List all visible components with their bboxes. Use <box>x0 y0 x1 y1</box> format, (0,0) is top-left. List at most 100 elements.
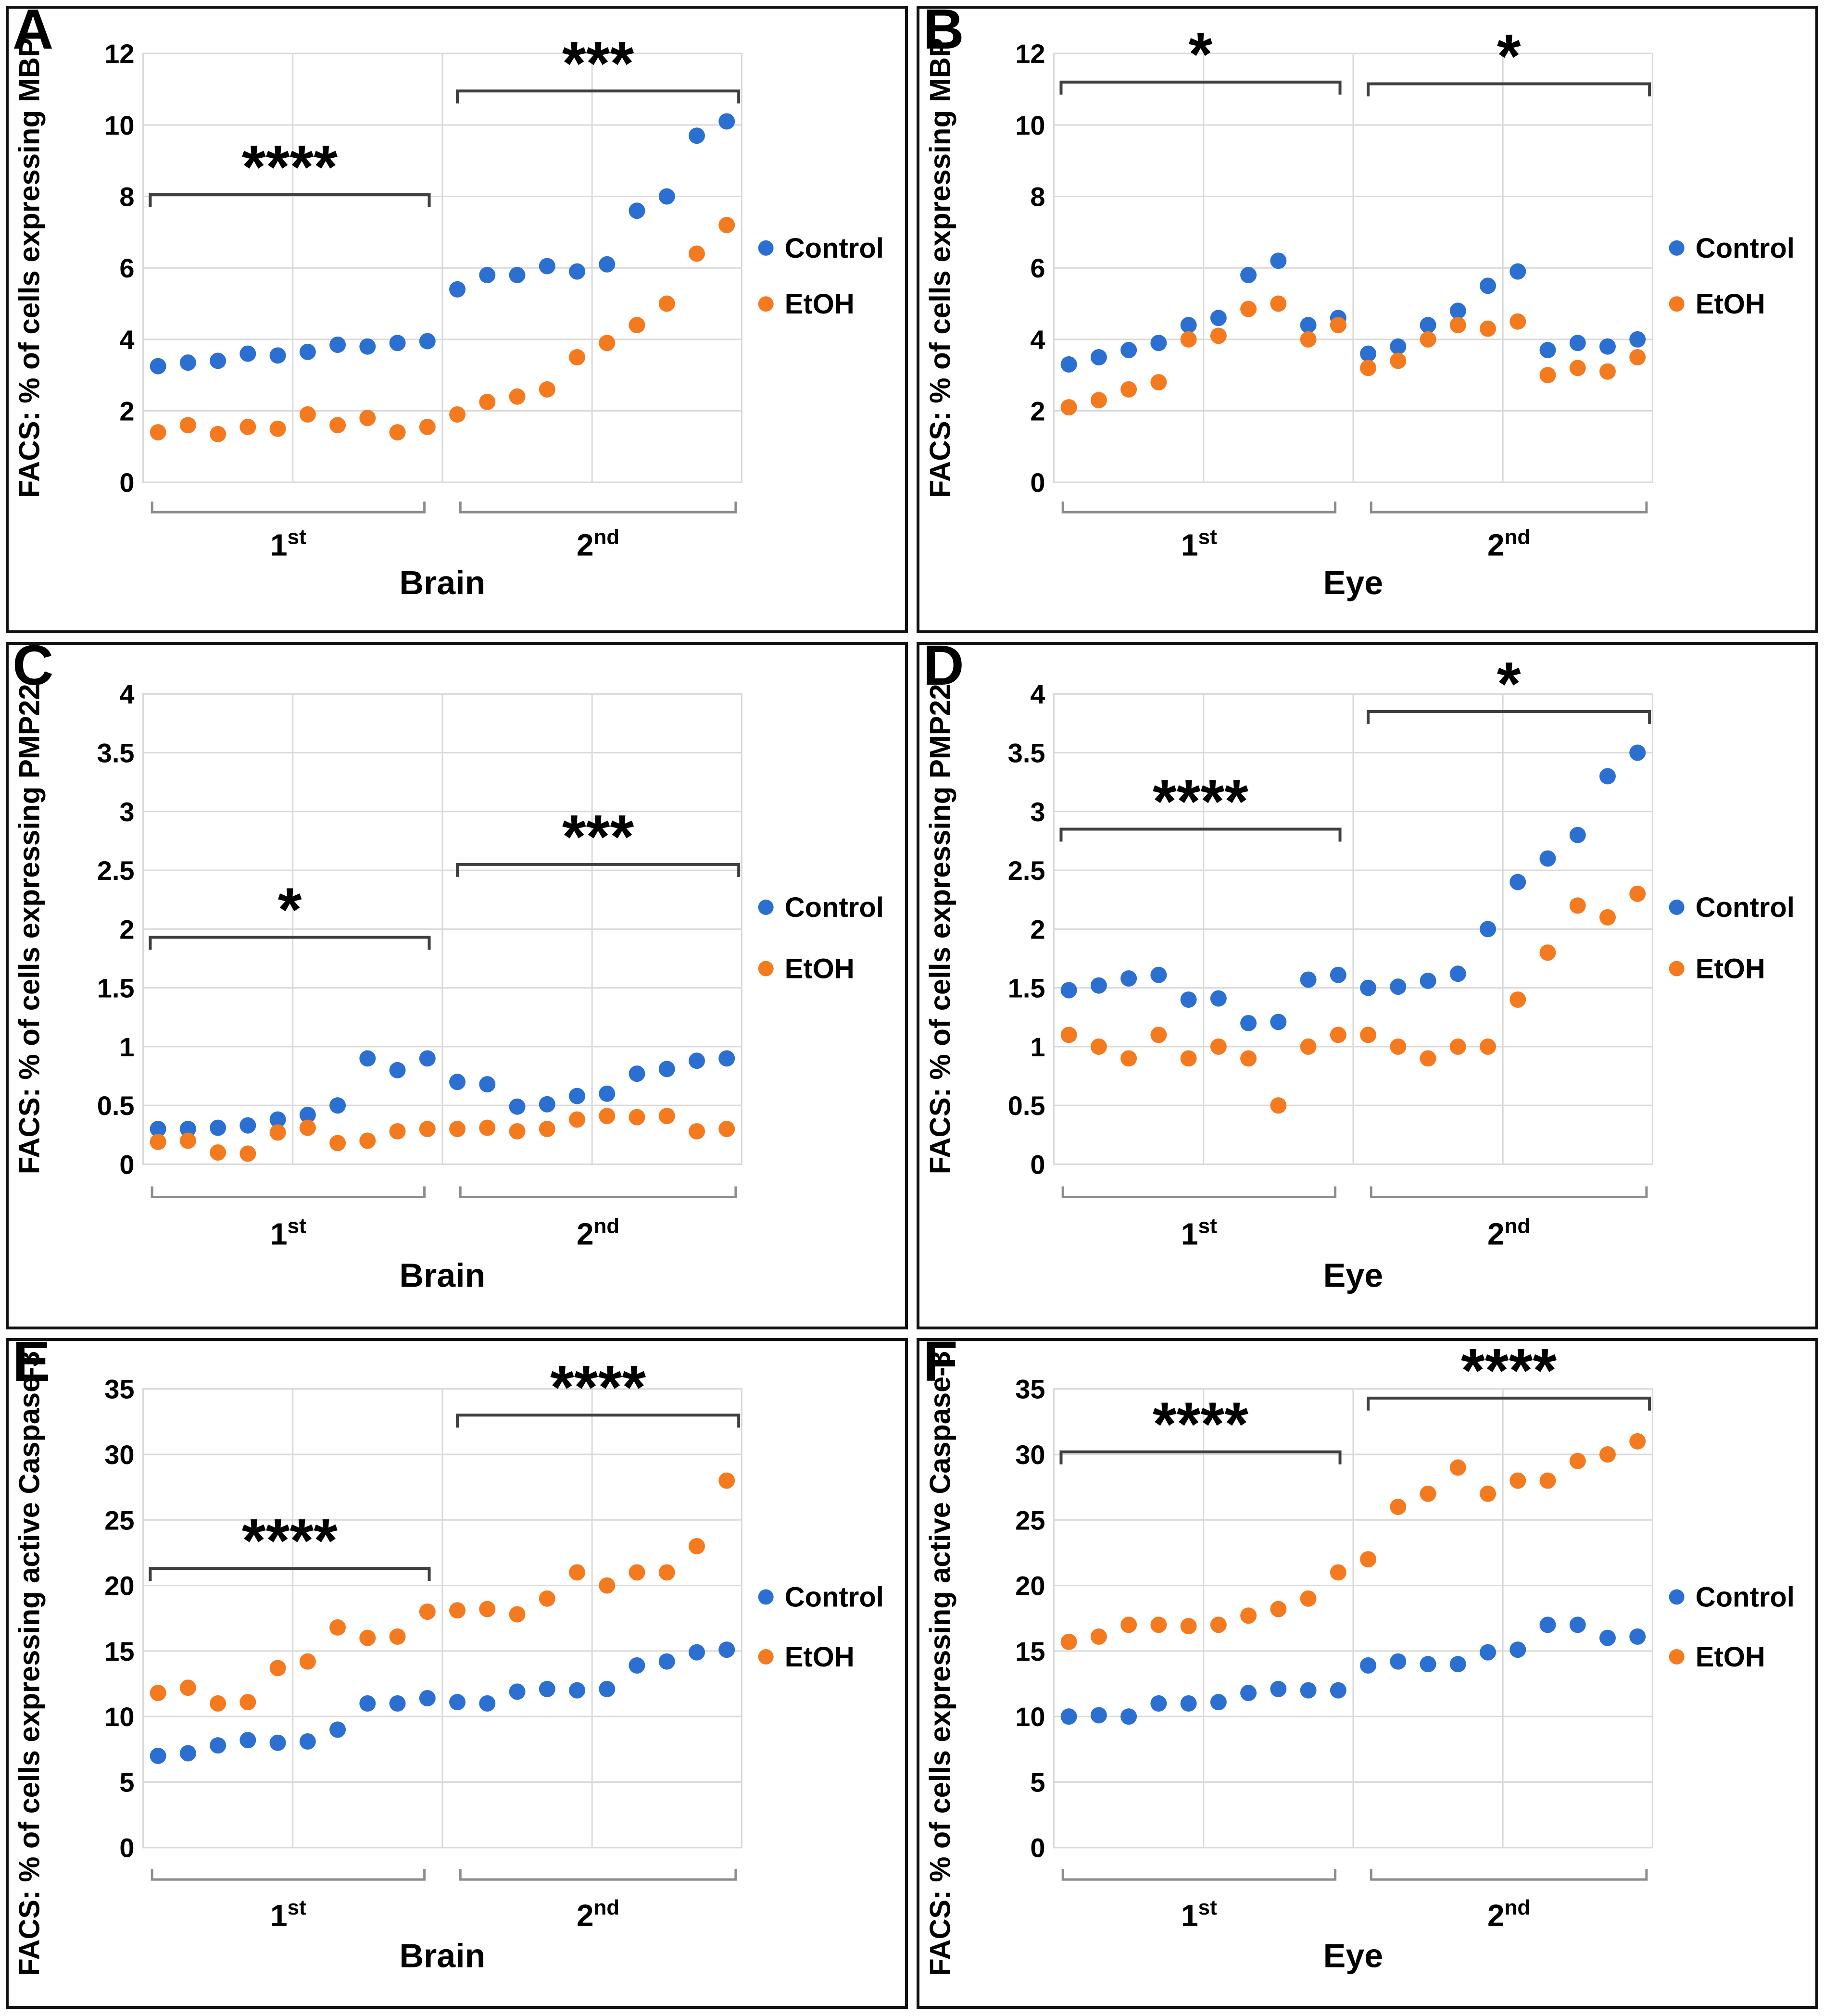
data-point-etoh <box>1389 352 1406 369</box>
data-point-control <box>1629 331 1646 348</box>
data-point-etoh <box>179 1132 196 1149</box>
group-bracket <box>151 1869 426 1881</box>
y-tick-label: 20 <box>1015 1571 1045 1601</box>
data-point-etoh <box>329 417 346 434</box>
data-point-control <box>150 1121 166 1138</box>
data-point-control <box>1210 310 1227 326</box>
data-point-etoh <box>718 217 735 234</box>
data-point-etoh <box>569 1111 586 1128</box>
legend-label-control: Control <box>785 892 884 923</box>
y-tick-label: 4 <box>1030 679 1045 709</box>
y-tick-label: 2 <box>119 396 134 426</box>
legend-marker-etoh-icon <box>1669 961 1685 977</box>
data-point-etoh <box>269 1124 286 1141</box>
panel-B: B 0 2 4 6 8 10 12 FACS: % of cells expressing M… <box>916 1 1818 633</box>
data-point-control <box>179 1121 196 1138</box>
data-point-etoh <box>419 1603 436 1620</box>
data-point-etoh <box>389 1628 406 1645</box>
data-point-etoh <box>1569 897 1586 914</box>
data-point-control <box>1150 335 1167 351</box>
data-point-etoh <box>509 388 526 405</box>
data-point-control <box>629 1657 645 1674</box>
data-point-control <box>1180 991 1197 1008</box>
group-bracket <box>1061 1186 1336 1198</box>
data-point-etoh <box>1629 1433 1646 1450</box>
data-point-control <box>1240 1685 1257 1702</box>
group-label: 1st <box>270 526 306 563</box>
data-point-etoh <box>1420 1050 1436 1067</box>
data-point-etoh <box>1120 1616 1137 1633</box>
data-point-control <box>1060 356 1077 373</box>
data-point-etoh <box>1150 374 1167 391</box>
y-tick-label: 3 <box>1030 797 1045 827</box>
data-point-control <box>599 1680 616 1697</box>
y-tick-label: 1.5 <box>1007 973 1045 1003</box>
significance-bracket <box>1059 827 1342 842</box>
data-point-etoh <box>150 1685 166 1702</box>
y-tick-label: 6 <box>1030 253 1045 283</box>
significance-bracket <box>1366 710 1651 724</box>
y-tick-label: 0 <box>119 1833 134 1863</box>
data-point-control <box>569 1088 586 1104</box>
chart-svg: 0 0.5 1 1.5 2 2.5 3 3.5 4 FACS: % of cells expres… <box>13 679 884 1294</box>
data-point-control <box>1569 1616 1586 1633</box>
data-point-etoh <box>1389 1038 1406 1055</box>
significance-stars: **** <box>242 1506 338 1575</box>
data-point-etoh <box>629 1109 645 1126</box>
group-label: 2nd <box>1487 1215 1530 1252</box>
panel-letter-B: B <box>923 0 964 61</box>
data-point-etoh <box>718 1121 735 1138</box>
data-point-control <box>1479 921 1496 938</box>
data-point-control <box>299 1733 316 1750</box>
group-label: 2nd <box>577 1215 619 1252</box>
significance-stars: **** <box>242 133 338 201</box>
y-tick-label: 4 <box>119 679 134 709</box>
data-point-control <box>1090 349 1107 366</box>
data-point-control <box>1509 263 1526 280</box>
data-point-etoh <box>1090 392 1107 409</box>
x-axis-title: Brain <box>400 564 486 601</box>
data-point-etoh <box>1389 1499 1406 1515</box>
y-tick-label: 2 <box>1030 396 1045 426</box>
data-point-control <box>389 1062 406 1078</box>
data-point-etoh <box>1629 349 1646 366</box>
legend-marker-control-icon <box>758 1589 774 1605</box>
y-tick-label: 0.5 <box>97 1090 135 1121</box>
data-point-etoh <box>1449 1038 1466 1055</box>
data-point-control <box>1479 277 1496 294</box>
data-point-control <box>599 1085 616 1102</box>
data-point-control <box>718 1641 735 1658</box>
group-label: 1st <box>1181 1215 1217 1252</box>
y-tick-label: 2.5 <box>97 855 135 886</box>
data-point-etoh <box>449 1602 466 1619</box>
data-point-etoh <box>1060 1027 1077 1043</box>
y-tick-label: 3.5 <box>1007 738 1045 768</box>
data-point-etoh <box>539 1590 555 1607</box>
group-bracket <box>459 1186 737 1198</box>
y-axis-title: FACS: % of cells expressing MBP <box>924 38 956 498</box>
data-point-control <box>1270 1680 1286 1697</box>
data-point-etoh <box>1180 1618 1197 1635</box>
y-tick-label: 8 <box>119 182 134 212</box>
group-bracket <box>1370 1186 1648 1198</box>
y-tick-label: 0 <box>1030 1149 1045 1179</box>
data-point-etoh <box>210 1695 226 1712</box>
gridlines <box>1053 1388 1653 1849</box>
data-point-control <box>1420 1656 1436 1673</box>
data-point-etoh <box>1539 367 1556 384</box>
data-point-etoh <box>359 1132 376 1149</box>
data-point-etoh <box>629 317 645 334</box>
data-point-control <box>1120 1708 1137 1725</box>
legend-label-etoh: EtOH <box>785 954 855 985</box>
y-tick-label: 12 <box>1015 38 1045 69</box>
data-point-control <box>1120 970 1137 987</box>
data-point-etoh <box>1479 1485 1496 1502</box>
data-point-control <box>1300 1682 1317 1699</box>
data-point-etoh <box>1120 1050 1137 1067</box>
y-tick-label: 5 <box>119 1767 134 1797</box>
chart-svg: 0 2 4 6 8 10 12 FACS: % of cells expressing MBP… <box>13 29 883 601</box>
panel-D: D 0 0.5 1 1.5 2 2.5 3 3.5 4 FACS: % of cells expr… <box>916 637 1818 1329</box>
group-label: 2nd <box>1487 1896 1530 1933</box>
legend-marker-control-icon <box>1669 240 1685 256</box>
data-point-control <box>509 1683 526 1700</box>
